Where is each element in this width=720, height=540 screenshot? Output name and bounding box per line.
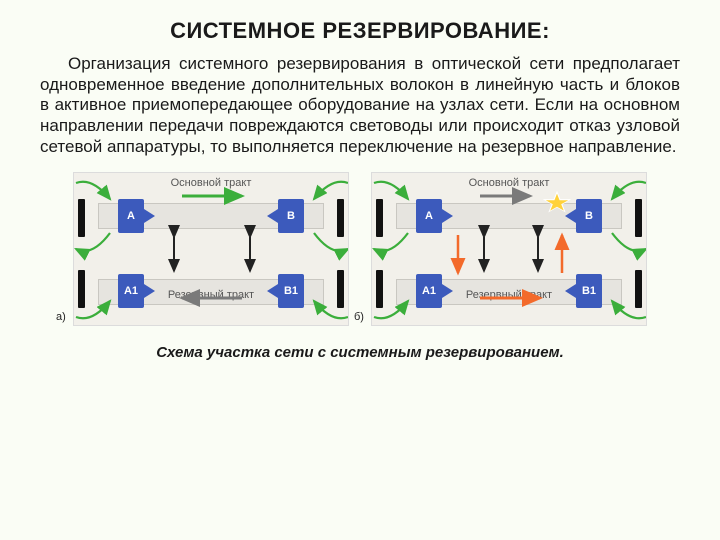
- diagram-caption: Схема участка сети с системным резервиро…: [40, 344, 680, 361]
- page-title: СИСТЕМНОЕ РЕЗЕРВИРОВАНИЕ:: [40, 18, 680, 44]
- panel-b: Основной тракт Резервный тракт А В А1 В1: [371, 172, 647, 326]
- tri-b1-a: [267, 284, 278, 298]
- node-b1-a: В1: [278, 274, 304, 308]
- tri-b1-b: [565, 284, 576, 298]
- node-a1-b: А1: [416, 274, 442, 308]
- panel-b-corner: б): [354, 311, 364, 323]
- panel-a: Основной тракт Резервный тракт А В А1 В1: [73, 172, 349, 326]
- term-right-bot-a: [337, 270, 344, 308]
- node-b1-b: В1: [576, 274, 602, 308]
- term-right-bot-b: [635, 270, 642, 308]
- panel-a-corner: а): [56, 311, 66, 323]
- term-left-top-b: [376, 199, 383, 237]
- fault-star-icon: [542, 191, 572, 215]
- tri-a1-b: [442, 284, 453, 298]
- tri-a-a: [144, 209, 155, 223]
- node-a-b: А: [416, 199, 442, 233]
- reserve-tract-label: Резервный тракт: [74, 289, 348, 301]
- tri-b-a: [267, 209, 278, 223]
- tri-a-b: [442, 209, 453, 223]
- node-a1-a: А1: [118, 274, 144, 308]
- node-b-a: В: [278, 199, 304, 233]
- tri-a1-a: [144, 284, 155, 298]
- term-right-top-b: [635, 199, 642, 237]
- node-b-b: В: [576, 199, 602, 233]
- body-paragraph: Организация системного резервирования в …: [40, 54, 680, 158]
- term-left-bot-b: [376, 270, 383, 308]
- node-a-a: А: [118, 199, 144, 233]
- main-tract-label-b: Основной тракт: [372, 177, 646, 189]
- term-right-top-a: [337, 199, 344, 237]
- reserve-tract-label-b: Резервный тракт: [372, 289, 646, 301]
- diagram-row: Основной тракт Резервный тракт А В А1 В1: [40, 172, 680, 326]
- main-tract-label: Основной тракт: [74, 177, 348, 189]
- body-text: Организация системного резервирования в …: [40, 54, 680, 156]
- term-left-top-a: [78, 199, 85, 237]
- term-left-bot-a: [78, 270, 85, 308]
